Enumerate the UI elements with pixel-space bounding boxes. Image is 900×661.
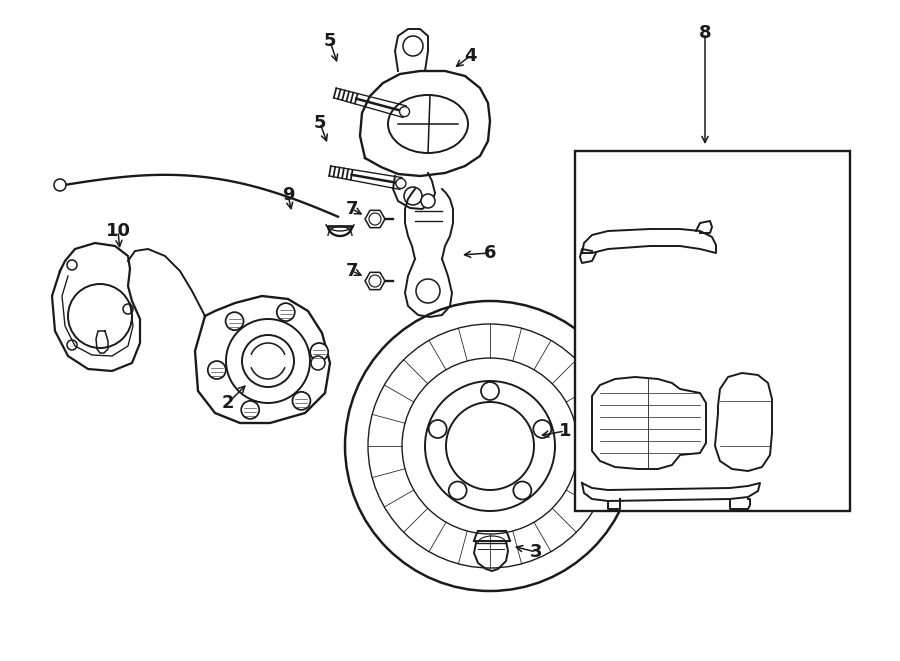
- Circle shape: [208, 361, 226, 379]
- Text: 10: 10: [105, 222, 130, 240]
- Text: 7: 7: [346, 262, 358, 280]
- Circle shape: [54, 179, 66, 191]
- Circle shape: [310, 343, 328, 361]
- Text: 5: 5: [324, 32, 337, 50]
- Circle shape: [241, 401, 259, 419]
- Circle shape: [226, 312, 244, 330]
- Circle shape: [421, 194, 435, 208]
- Circle shape: [292, 392, 310, 410]
- Circle shape: [396, 178, 406, 188]
- Text: 2: 2: [221, 394, 234, 412]
- Text: 4: 4: [464, 47, 476, 65]
- Text: 7: 7: [346, 200, 358, 218]
- Text: 5: 5: [314, 114, 326, 132]
- Circle shape: [369, 275, 381, 287]
- Text: 8: 8: [698, 24, 711, 42]
- Text: 6: 6: [484, 244, 496, 262]
- Circle shape: [277, 303, 295, 321]
- Circle shape: [400, 106, 410, 116]
- Circle shape: [311, 356, 325, 370]
- Text: 1: 1: [559, 422, 572, 440]
- Bar: [575, 151, 850, 511]
- Text: 9: 9: [282, 186, 294, 204]
- Circle shape: [369, 213, 381, 225]
- Text: 3: 3: [530, 543, 542, 561]
